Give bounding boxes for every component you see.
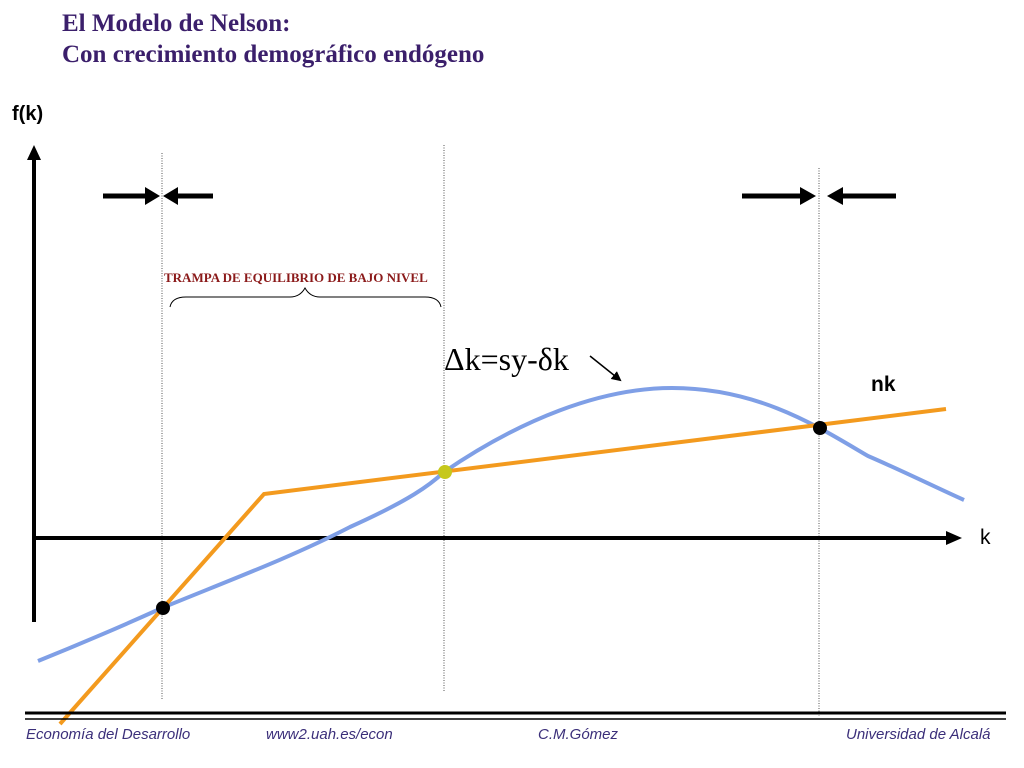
title-line-2: Con crecimiento demográfico endógeno (62, 41, 485, 68)
x-axis-label: k (980, 526, 991, 549)
high-equilibrium-point (813, 421, 827, 435)
slide-title: El Modelo de Nelson: Con crecimiento dem… (62, 8, 484, 70)
footer-author: C.M.Gómez (538, 726, 619, 743)
trap-brace (169, 286, 442, 308)
curve-pointer-arrow (589, 355, 622, 382)
y-axis-label: f(k) (12, 103, 44, 125)
y-axis-arrowhead (27, 145, 41, 160)
footer-university: Universidad de Alcalá (846, 726, 991, 743)
nk-line (58, 407, 947, 726)
arrowhead-right-high (800, 187, 816, 205)
unstable-threshold-point (438, 465, 452, 479)
trap-label: TRAMPA DE EQUILIBRIO DE BAJO NIVEL (164, 270, 428, 285)
arrowhead-right-low (145, 187, 160, 205)
title-line-1: El Modelo de Nelson: (62, 10, 291, 37)
growth-curve-label: Δk=sy-δk (444, 341, 569, 377)
arrowhead-left-high (827, 187, 843, 205)
footer-url: www2.uah.es/econ (266, 726, 393, 743)
x-axis-arrowhead (946, 531, 962, 545)
low-equilibrium-point (156, 601, 170, 615)
nk-line-label: nk (871, 373, 896, 396)
arrowhead-left-low (163, 187, 178, 205)
footer-course: Economía del Desarrollo (26, 726, 191, 743)
